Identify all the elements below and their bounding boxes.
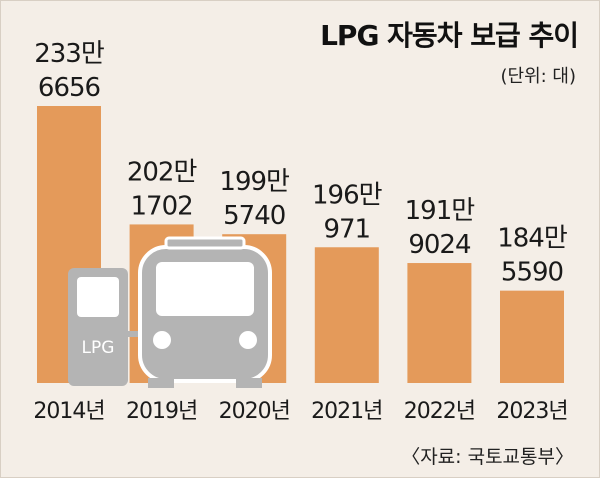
fuel-pump-screen [77,277,119,317]
bus-icon [138,236,272,388]
bus-windshield [156,262,254,316]
bus-wheel-left [148,378,174,388]
fuel-pump-label: LPG [82,338,115,358]
x-tick-label: 2020년 [219,399,290,424]
source-label: 〈자료: 국토교통부〉 [401,446,574,468]
x-tick-label: 2021년 [311,399,382,424]
fuel-pump-icon: LPG [68,268,151,386]
value-label: 184만 [497,224,567,254]
bus-roof [164,236,246,250]
x-tick-label: 2023년 [496,399,567,424]
value-label: 196만 [312,180,382,210]
bus-headlight-right [239,331,257,349]
bar-2023년 [500,290,564,383]
x-tick-label: 2022년 [404,399,475,424]
value-label: 5590 [501,258,563,288]
value-label: 5740 [223,201,285,231]
bar-2022년 [407,263,472,383]
value-label: 191만 [405,196,475,226]
value-label: 6656 [38,73,100,103]
bus-headlight-left [153,331,171,349]
value-label: 199만 [219,167,289,197]
value-label: 1702 [131,191,193,221]
x-tick-label: 2014년 [33,399,104,424]
bar-2021년 [314,247,379,383]
chart-title: LPG 자동차 보급 추이 [320,19,579,52]
labels-layer: 233만 6656 2014년 202만 1702 2019년 199만 5740 2020년 1… [33,39,568,424]
value-label: 971 [323,214,370,244]
x-tick-label: 2019년 [126,399,197,424]
value-label: 9024 [408,230,471,260]
unit-label: (단위: 대) [500,66,576,87]
lpg-bus-illustration: LPG [68,236,272,388]
bus-wheel-right [236,378,262,388]
value-label: 233만 [34,39,104,69]
value-label: 202만 [127,157,197,187]
